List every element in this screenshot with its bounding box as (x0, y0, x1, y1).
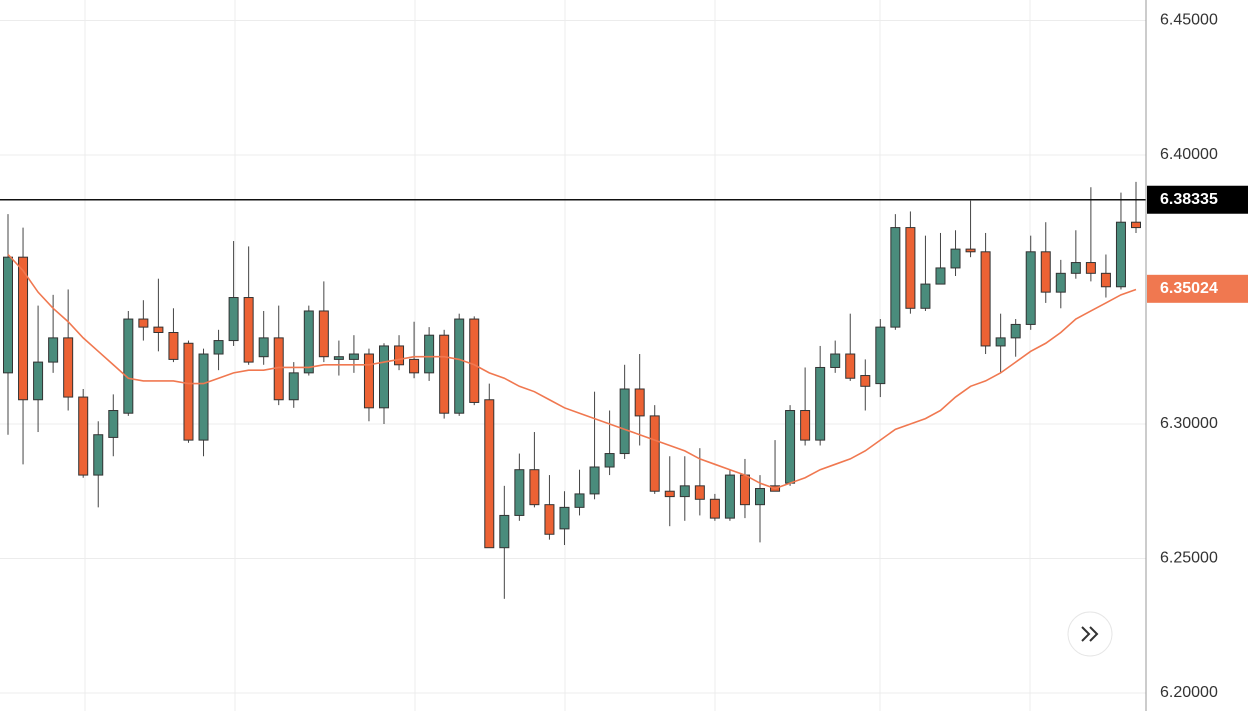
candle-body (1055, 272, 1066, 293)
candle-body (890, 227, 901, 328)
candle-body (303, 310, 314, 374)
vertical-grid (84, 0, 1031, 711)
candle-body (724, 474, 735, 519)
candle-body (213, 340, 224, 355)
scroll-button[interactable] (1067, 611, 1113, 657)
candle-body (1040, 251, 1051, 293)
candle-body (288, 372, 299, 401)
candle-body (755, 488, 765, 506)
candle-body (348, 353, 359, 360)
candle-body (424, 334, 435, 374)
candle-body (935, 267, 946, 285)
candle-body (875, 326, 886, 385)
candle-body (228, 297, 239, 342)
candle-body (649, 415, 660, 492)
candle-body (18, 256, 29, 401)
candle-body (439, 334, 450, 414)
y-tick-label: 6.20000 (1160, 684, 1218, 701)
candle-body (574, 493, 585, 508)
candle-body (559, 506, 570, 530)
candle-body (800, 410, 811, 441)
candle-body (709, 498, 720, 519)
axis-labels: 6.20000 6.25000 6.30000 6.40000 6.45000 6.383… (1147, 12, 1248, 701)
candle-body (634, 388, 645, 417)
candle-body (333, 356, 344, 360)
scroll-icon (1081, 626, 1099, 642)
candle-body (484, 399, 495, 549)
candle-body (619, 388, 630, 455)
ma-badge (1147, 274, 1248, 303)
candle-body (168, 331, 179, 360)
candle-body (1070, 262, 1081, 274)
candle-body (950, 248, 961, 269)
candle-body (529, 469, 540, 506)
candle-body (965, 248, 976, 253)
candle-body (138, 318, 149, 328)
candle-body (78, 396, 89, 476)
y-tick-label: 6.25000 (1160, 550, 1218, 567)
candle-body (123, 318, 134, 414)
candle-body (3, 256, 13, 374)
candle-body (664, 490, 675, 498)
candle-body (1025, 251, 1036, 325)
candle-body (243, 297, 254, 363)
candle-body (815, 366, 826, 441)
y-tick-label: 6.30000 (1160, 415, 1218, 432)
candle-body (1010, 323, 1021, 339)
candle-body (183, 342, 194, 441)
candle-body (589, 466, 600, 495)
candle-body (108, 410, 119, 438)
y-tick-label: 6.40000 (1160, 146, 1218, 163)
candle-body (93, 434, 104, 476)
candle-body (363, 353, 374, 409)
y-tick-label: 6.45000 (1160, 12, 1218, 29)
candle-body (1085, 262, 1096, 274)
candle-body (544, 504, 555, 535)
moving-average (7, 253, 1137, 490)
plot (0, 181, 1146, 599)
candle-body (980, 251, 991, 347)
candle-body (499, 514, 510, 549)
last-price-badge (1147, 185, 1248, 214)
last-price-label: 6.38335 (1160, 191, 1218, 208)
candle-body (604, 453, 615, 468)
candle-body (469, 318, 480, 403)
candle-body (1131, 221, 1141, 229)
candle-body (409, 358, 420, 374)
candle-body (920, 283, 931, 309)
candle-body (394, 345, 405, 366)
candle-body (454, 318, 465, 414)
candle-body (318, 310, 329, 358)
candle-body (860, 375, 871, 387)
candle-body (679, 485, 690, 498)
candle-body (905, 227, 916, 309)
candle-body (830, 353, 841, 368)
candle-body (379, 345, 389, 409)
candle-body (845, 353, 856, 379)
ma-label: 6.35024 (1160, 280, 1218, 297)
candle-body (1115, 221, 1126, 288)
candle-body (63, 337, 74, 398)
candle-body (1100, 272, 1111, 288)
candle-body (739, 474, 750, 506)
candle-body (785, 410, 796, 484)
candle-body (198, 353, 209, 441)
candle-body (995, 337, 1006, 347)
candle-body (33, 361, 44, 401)
candle-body (258, 337, 269, 358)
candle-body (48, 337, 59, 363)
candle-body (514, 469, 525, 516)
candle-body (153, 326, 164, 333)
candle-body (694, 485, 705, 500)
